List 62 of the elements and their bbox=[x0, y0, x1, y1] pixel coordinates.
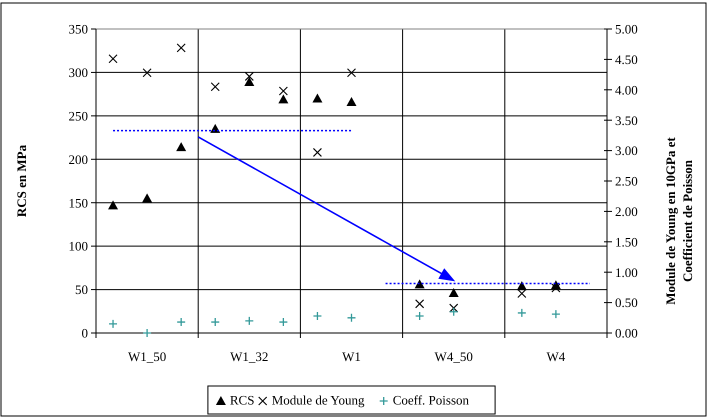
point bbox=[312, 311, 322, 321]
x-tick-label: W1_32 bbox=[230, 349, 268, 364]
legend-label: RCS bbox=[230, 392, 254, 408]
y2-tick-label: 2.00 bbox=[615, 204, 638, 219]
point bbox=[414, 311, 424, 321]
y-tick-label: 300 bbox=[68, 64, 88, 80]
point bbox=[244, 316, 254, 326]
point bbox=[108, 319, 118, 329]
point bbox=[142, 328, 152, 338]
point bbox=[108, 54, 118, 64]
point bbox=[517, 288, 526, 298]
point bbox=[210, 317, 220, 327]
y-tick-label: 100 bbox=[68, 238, 88, 254]
y-tick-label: 0 bbox=[82, 326, 88, 341]
point bbox=[176, 43, 186, 52]
point bbox=[415, 299, 424, 308]
y2-tick-label: 3.00 bbox=[615, 143, 638, 158]
point bbox=[551, 283, 560, 293]
y2-tick-label: 3.50 bbox=[615, 112, 638, 128]
x-tick-label: W1 bbox=[342, 349, 361, 364]
y2-axis-title: Module de Young en 10GPa et Coefficient de Poisson bbox=[663, 136, 695, 305]
legend-label: Module de Young bbox=[272, 392, 366, 408]
point bbox=[142, 68, 152, 78]
point bbox=[517, 308, 526, 318]
y2-tick-label: 1.00 bbox=[615, 264, 638, 280]
point bbox=[278, 94, 288, 104]
y-tick-label: 50 bbox=[75, 282, 88, 298]
point bbox=[414, 279, 425, 288]
point bbox=[449, 307, 458, 316]
y-tick-label: 350 bbox=[68, 22, 88, 37]
y2-tick-label: 4.50 bbox=[615, 52, 638, 67]
point bbox=[346, 96, 356, 106]
y-axis-title: RCS en MPa bbox=[14, 144, 29, 218]
x-tick-label: W4_50 bbox=[434, 349, 473, 364]
point bbox=[244, 72, 254, 81]
y2-tick-label: 2.50 bbox=[615, 174, 638, 189]
point bbox=[108, 200, 118, 210]
point bbox=[551, 310, 561, 319]
point bbox=[176, 317, 186, 327]
point bbox=[278, 317, 288, 327]
x-tick-label: W1_50 bbox=[128, 349, 166, 364]
point bbox=[312, 93, 322, 102]
y2-tick-label: 0.50 bbox=[615, 295, 638, 310]
y2-tick-label: 4.00 bbox=[615, 82, 638, 98]
y2-tick-label: 5.00 bbox=[615, 22, 638, 37]
x-tick-label: W4 bbox=[546, 349, 566, 364]
point bbox=[142, 193, 152, 202]
y-tick-label: 250 bbox=[68, 108, 88, 124]
y2-tick-label: 1.50 bbox=[615, 234, 638, 250]
point bbox=[244, 76, 254, 86]
y-tick-label: 200 bbox=[68, 152, 88, 167]
point bbox=[176, 142, 186, 152]
point bbox=[210, 82, 220, 92]
legend-label: Coeff. Poisson bbox=[392, 392, 470, 408]
point bbox=[346, 68, 356, 78]
point bbox=[312, 148, 322, 157]
y2-tick-label: 0.00 bbox=[615, 326, 638, 341]
point bbox=[346, 313, 356, 322]
point bbox=[278, 86, 288, 96]
point bbox=[449, 304, 458, 313]
y-tick-label: 150 bbox=[68, 195, 88, 210]
point bbox=[448, 288, 459, 298]
